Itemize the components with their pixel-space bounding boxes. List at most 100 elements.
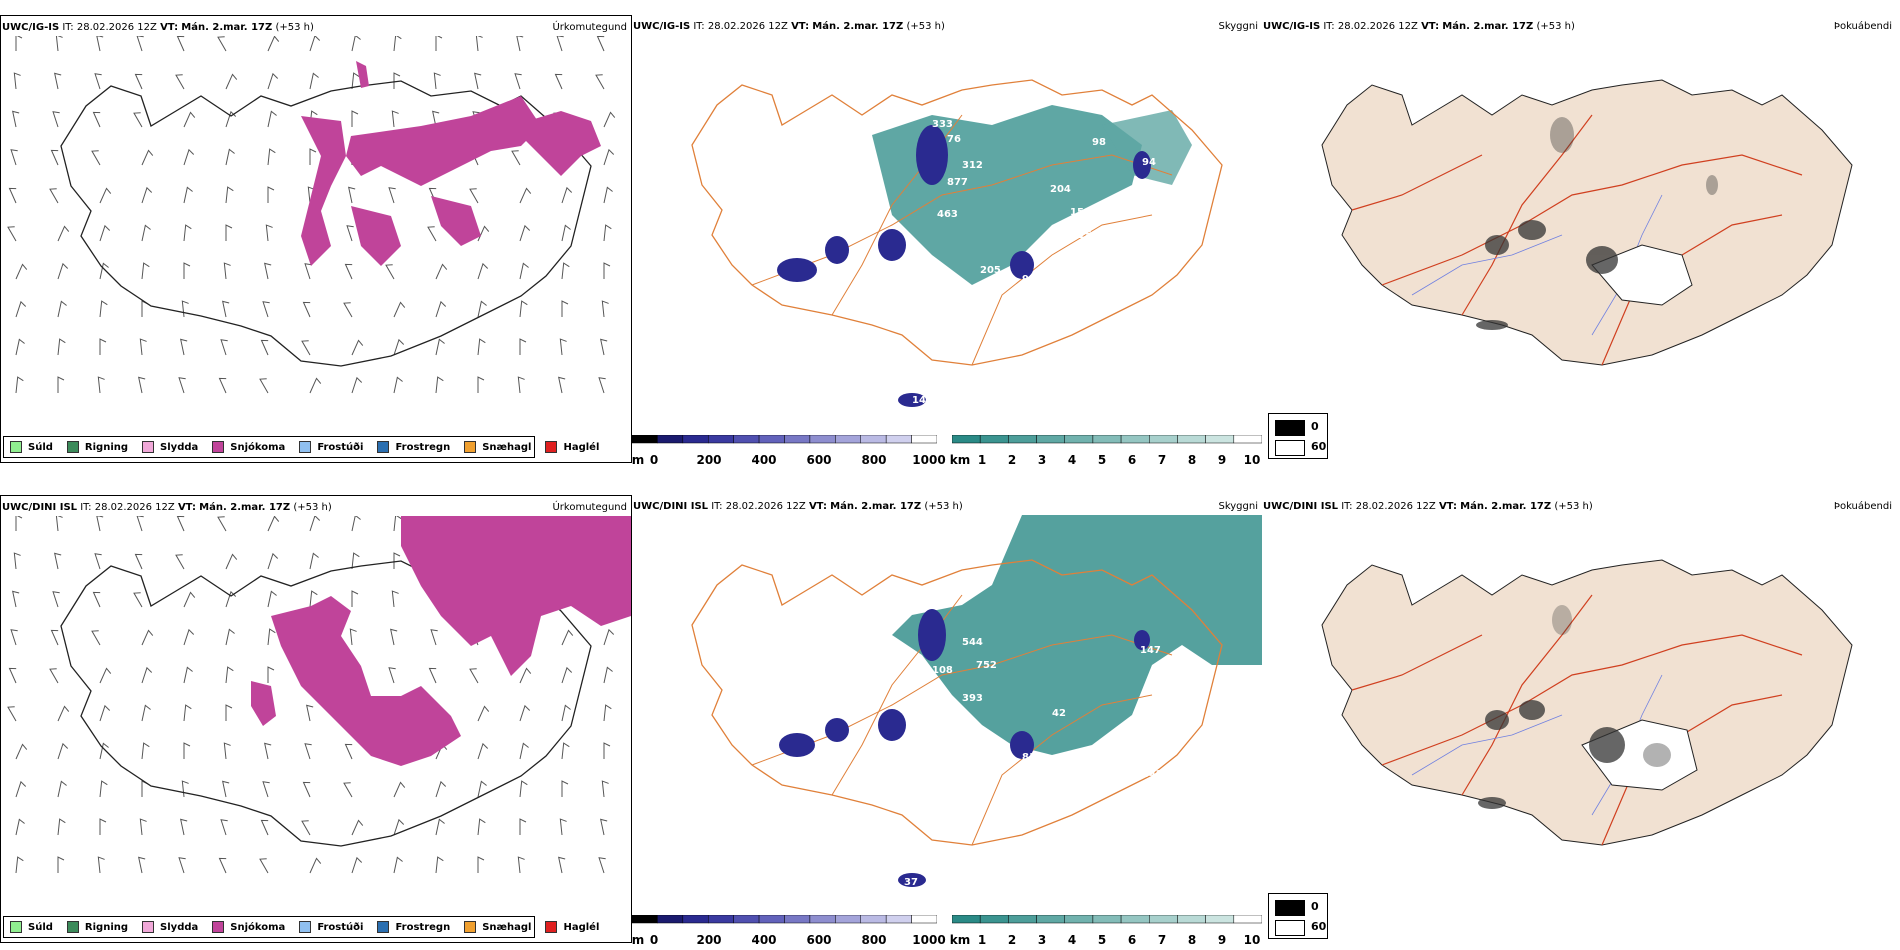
visibility-panel-r1: UWC/IG-IS IT: 28.02.2026 12Z VT: Mán. 2.…: [632, 15, 1262, 467]
legend-label: Haglél: [563, 441, 600, 453]
wind-barb: [92, 591, 101, 608]
iceland-outline: [691, 559, 1223, 846]
wind-barb: [601, 300, 609, 318]
ceiling-label: 333: [932, 119, 953, 130]
legend-item: Rigning: [66, 921, 128, 933]
colorbar-cell: [784, 435, 811, 444]
iceland-outline: [60, 560, 592, 847]
wind-barb: [344, 263, 353, 280]
legend-swatch: [299, 441, 312, 453]
wind-barb: [556, 36, 564, 52]
wind-barb: [561, 186, 573, 204]
legend-label: Snæhagl: [482, 441, 532, 453]
wind-barb: [134, 553, 143, 570]
colorbar-tick: 6: [1127, 933, 1137, 947]
wind-barb: [559, 818, 567, 836]
wind-barb: [474, 72, 482, 90]
wind-barb: [52, 591, 60, 608]
wind-barb: [477, 856, 485, 873]
wind-barb: [99, 667, 112, 684]
wind-barb: [519, 780, 528, 798]
colorbar-tick: 1000: [912, 933, 946, 947]
colorbar-tick: 10: [1243, 933, 1261, 947]
legend-item: Snjókoma: [212, 441, 285, 453]
wind-barb: [600, 338, 608, 356]
wind-barb: [99, 262, 109, 280]
legend-item: Súld: [10, 921, 53, 933]
colorbar-tick: 10: [1243, 453, 1261, 467]
colorbar-cell: [1177, 915, 1206, 924]
visibility-panel-r2: UWC/DINI ISL IT: 28.02.2026 12Z VT: Mán.…: [632, 495, 1262, 947]
wind-barb: [393, 376, 403, 394]
wind-barb: [393, 781, 406, 798]
ceiling-label: 442: [1142, 769, 1163, 780]
wind-barb: [603, 704, 612, 722]
wind-barb: [393, 301, 406, 318]
cbar-unit: km: [949, 933, 971, 947]
ceiling-label: 877: [947, 177, 968, 188]
fog-panel-r2: UWC/DINI ISL IT: 28.02.2026 12Z VT: Mán.…: [1262, 495, 1900, 943]
ceiling-label: 108: [932, 665, 953, 676]
wind-barb: [50, 149, 59, 166]
wind-barb: [49, 188, 59, 204]
wind-barb: [603, 186, 613, 204]
ceiling-label: 37: [904, 877, 918, 888]
ceiling-label: 361: [1122, 753, 1143, 764]
wind-barb: [477, 338, 486, 356]
panel-header: UWC/DINI ISL IT: 28.02.2026 12Z VT: Mán.…: [2, 502, 332, 513]
wind-barb: [343, 782, 353, 798]
ceiling-label: 98: [1092, 137, 1106, 148]
wind-barb: [595, 74, 605, 90]
wind-barb: [141, 224, 151, 242]
wind-barb: [15, 818, 25, 836]
wind-barb: [391, 110, 399, 128]
wind-barb: [519, 338, 527, 355]
wind-barb: [559, 338, 567, 356]
wind-barb: [393, 338, 405, 356]
ceiling-label: 204: [1050, 184, 1071, 195]
wind-barb: [435, 780, 447, 798]
wind-barb: [180, 338, 188, 356]
wind-barb: [600, 818, 608, 836]
wind-barb: [7, 226, 17, 242]
wind-barb: [561, 742, 570, 760]
wind-barb: [178, 857, 186, 874]
wind-barb: [430, 629, 438, 646]
wind-barb: [57, 225, 70, 242]
low-ceiling-areas: [779, 609, 1150, 887]
wind-barb: [477, 780, 487, 798]
colorbar-cell: [911, 435, 937, 444]
wind-barb: [309, 377, 322, 394]
colorbar-cell: [1092, 915, 1122, 924]
wind-barb: [603, 224, 612, 242]
colorbar-cell: [1008, 435, 1037, 444]
wind-barb: [94, 73, 102, 90]
wind-barb: [49, 668, 59, 684]
ceiling-label: 93: [1022, 274, 1036, 285]
wind-barb: [344, 743, 353, 760]
colorbar-tick: 7: [1157, 933, 1167, 947]
ceiling-label: 147: [1140, 645, 1161, 656]
wind-barb: [475, 36, 483, 52]
wind-barb: [50, 629, 59, 646]
ceiling-label: 393: [962, 693, 983, 704]
ceiling-colorbar: m 0 200 400 600 800 1000: [632, 915, 946, 947]
wind-barb: [57, 300, 67, 318]
legend-swatch: [10, 441, 22, 453]
wind-barb: [223, 742, 231, 760]
legend-item: Rigning: [66, 441, 128, 453]
ceiling-label: 205: [980, 265, 1001, 276]
colorbar-tick: 800: [861, 933, 887, 947]
wind-barb: [435, 376, 444, 394]
colorbar-cell: [1092, 435, 1122, 444]
wind-barb: [139, 818, 147, 836]
wind-barb: [54, 72, 62, 90]
wind-barb: [141, 704, 151, 722]
wind-barb: [264, 742, 272, 760]
colorbar-cell: [1149, 435, 1178, 444]
wind-barb: [259, 858, 269, 874]
legend-item: Frostregn: [377, 441, 450, 453]
wind-barb: [596, 36, 605, 52]
